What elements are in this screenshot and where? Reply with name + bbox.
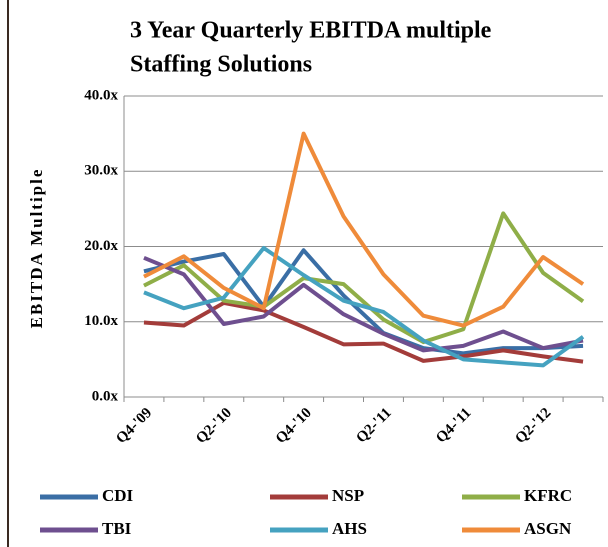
x-tick-label: Q4-'11 bbox=[433, 405, 474, 446]
series-line bbox=[143, 248, 584, 356]
y-tick-label: 40.0x bbox=[84, 87, 118, 103]
y-axis-label: EBITDA Multiple bbox=[27, 168, 46, 329]
series-line bbox=[143, 255, 584, 353]
legend-label: ASGN bbox=[524, 519, 572, 538]
x-tick-label: Q2-'12 bbox=[512, 405, 554, 447]
series-line bbox=[143, 211, 585, 345]
chart-subtitle: Staffing Solutions bbox=[130, 52, 312, 78]
x-tick-label: Q2-'11 bbox=[353, 405, 394, 446]
legend-label: KFRC bbox=[524, 486, 572, 505]
y-tick-label: 10.0x bbox=[84, 313, 118, 329]
legend-label: NSP bbox=[332, 486, 364, 505]
chart-title: 3 Year Quarterly EBITDA multiple bbox=[130, 18, 492, 44]
series-line bbox=[143, 131, 585, 328]
x-tick-label: Q4-'10 bbox=[273, 405, 315, 447]
series-line bbox=[143, 300, 584, 364]
series-line bbox=[143, 246, 585, 368]
legend-label: TBI bbox=[102, 519, 132, 538]
y-tick-label: 0.0x bbox=[92, 388, 119, 404]
y-tick-label: 30.0x bbox=[84, 163, 118, 179]
x-tick-label: Q2-'10 bbox=[193, 405, 235, 447]
legend-label: CDI bbox=[102, 486, 134, 505]
legend-label: AHS bbox=[332, 519, 367, 538]
x-tick-label: Q4-'09 bbox=[113, 405, 155, 447]
y-tick-label: 20.0x bbox=[84, 238, 118, 254]
